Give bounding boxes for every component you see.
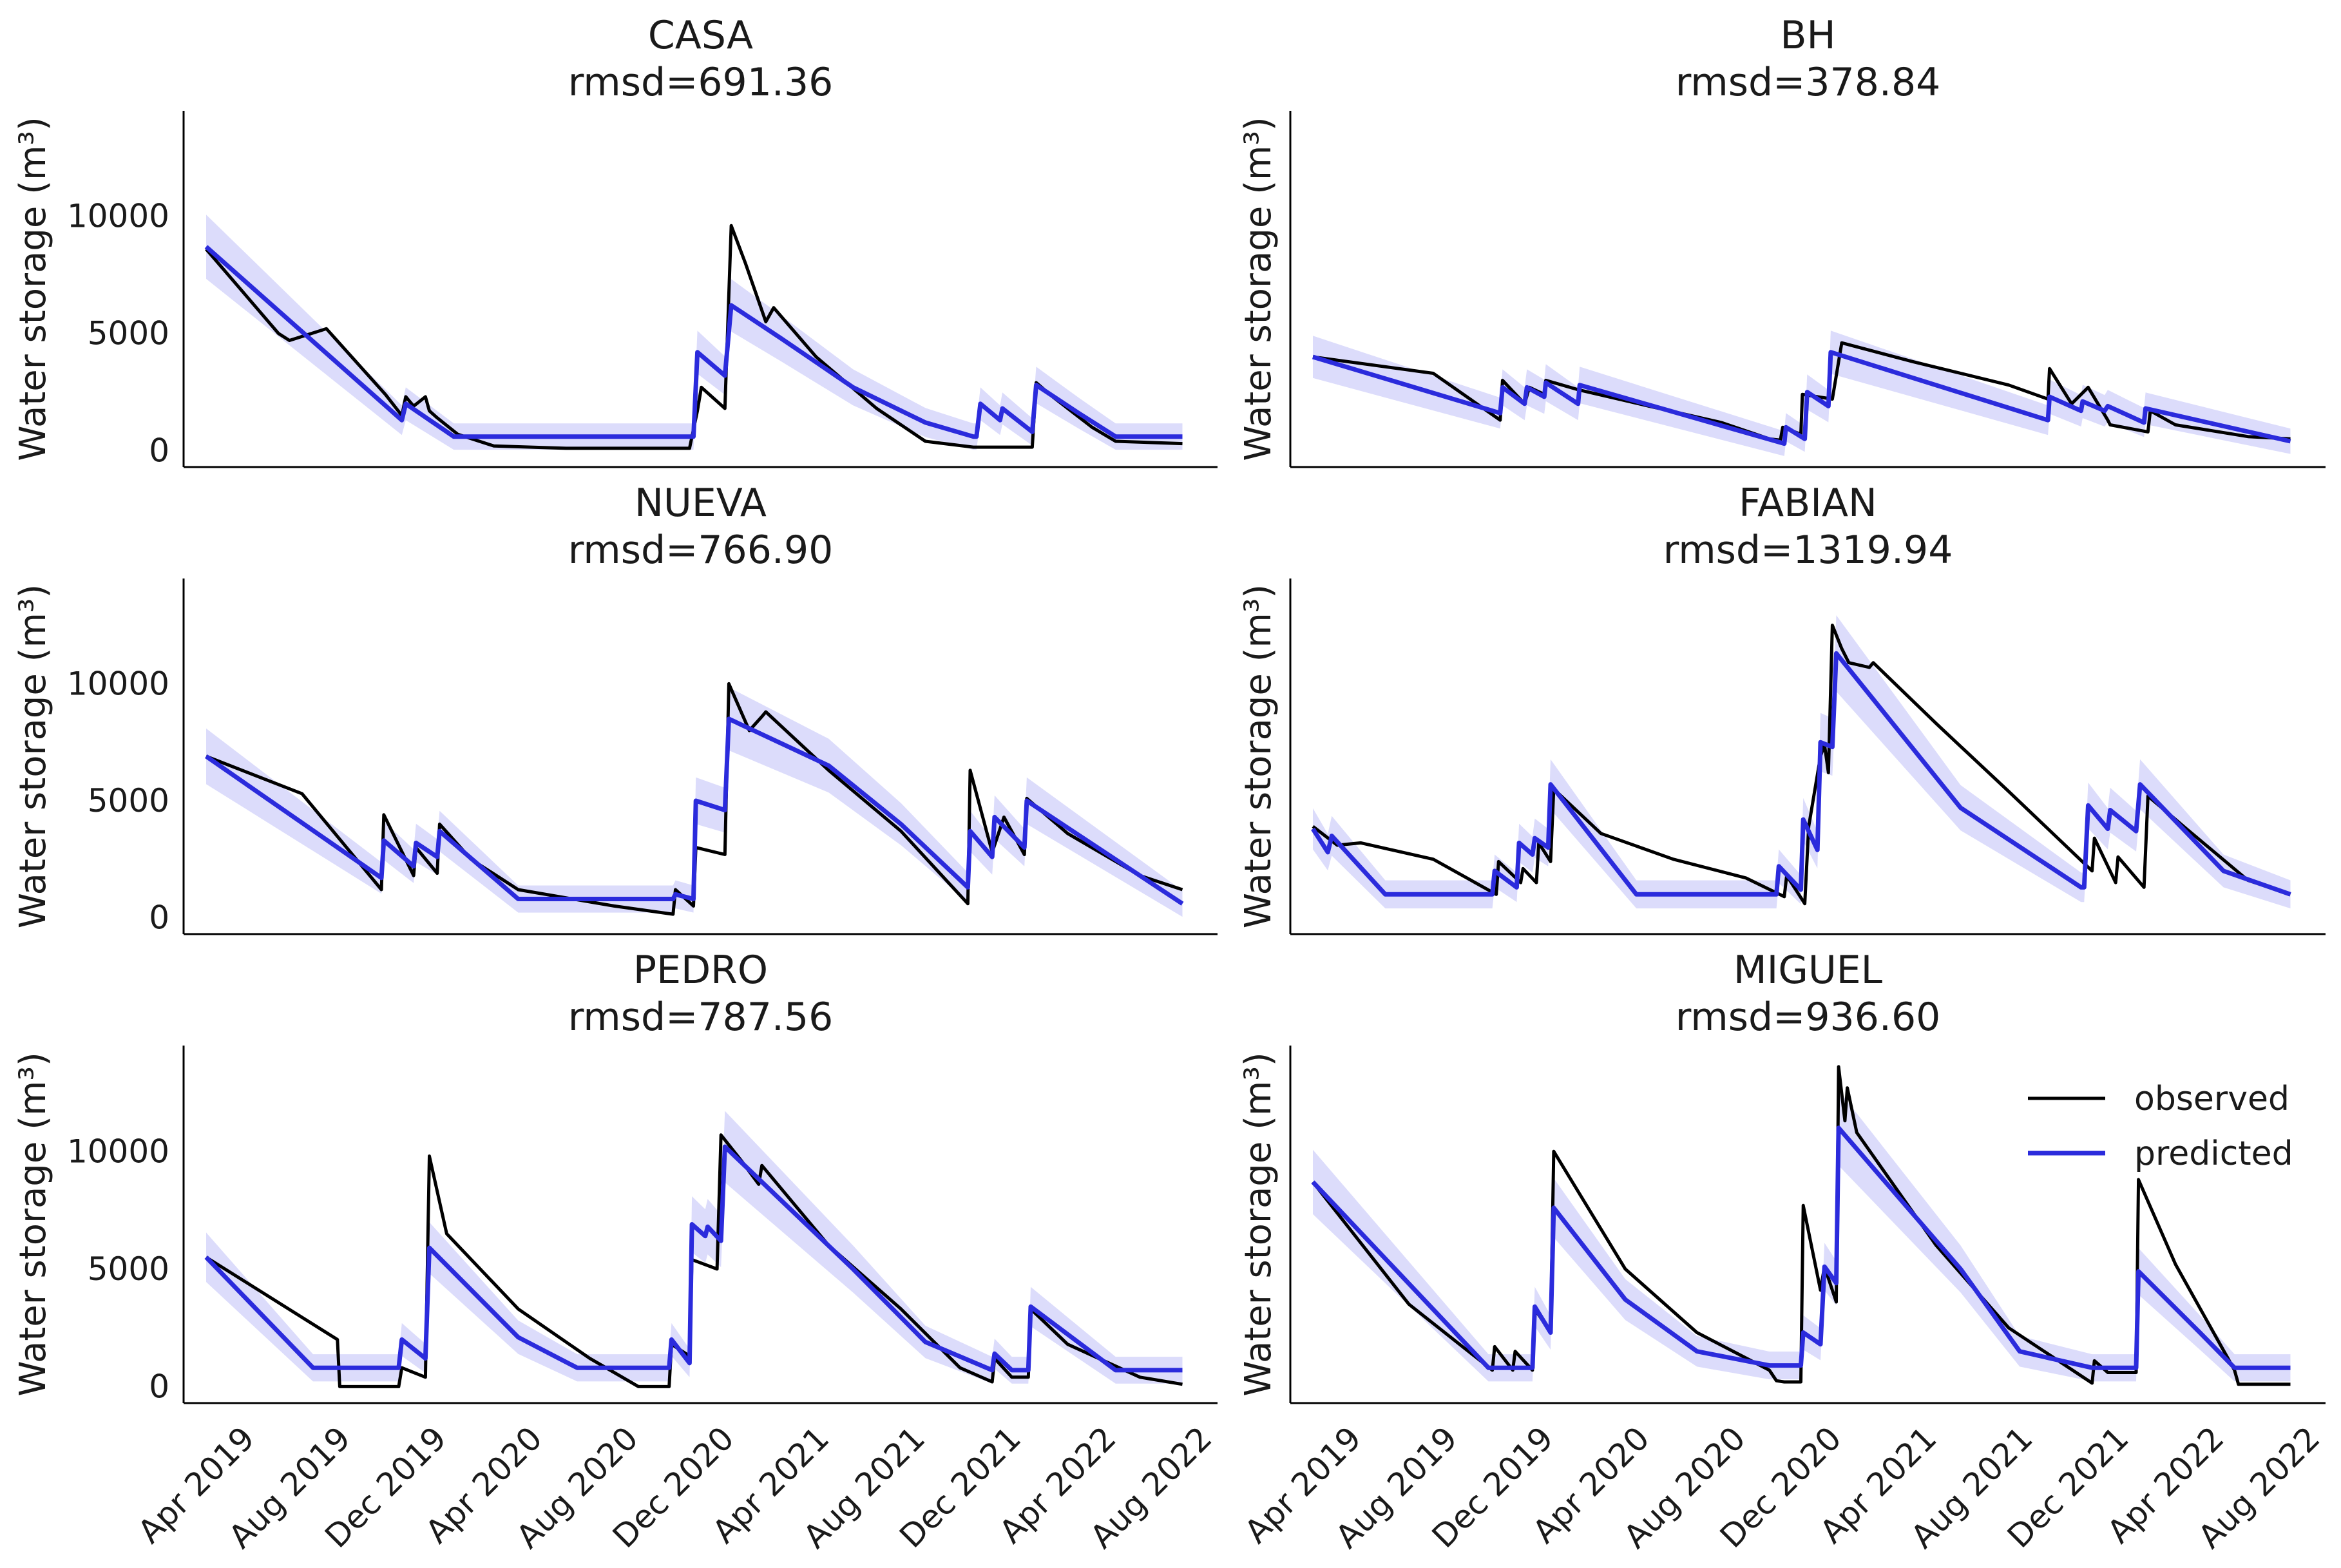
y-axis-label: Water storage (m³) [1237,1052,1279,1397]
predicted-line [204,1144,1183,1373]
y-tick-label: 5000 [88,1250,169,1288]
observed-line [1312,1065,2291,1386]
observed-line [205,224,1183,450]
predicted-line [204,245,1183,439]
predicted-line [1311,1125,2291,1370]
y-tick-label: 10000 [67,1133,169,1170]
y-axis-label: Water storage (m³) [12,117,54,461]
y-tick-label: 10000 [67,665,169,702]
y-axis-label: Water storage (m³) [1237,117,1279,461]
y-tick-label: 5000 [88,315,169,352]
predicted-line [1311,651,2291,897]
prediction-band [206,1111,1183,1384]
panel-subtitle: rmsd=766.90 [568,528,834,573]
panel-title: MIGUEL [1734,948,1883,993]
panel-title: CASA [648,13,753,58]
panel-title: PEDRO [633,948,768,993]
y-tick-label: 0 [149,432,169,470]
y-tick-label: 10000 [67,198,169,235]
panel-subtitle: rmsd=1319.94 [1663,528,1953,573]
y-axis-label: Water storage (m³) [12,584,54,929]
predicted-line [205,716,1184,906]
y-axis-label: Water storage (m³) [1237,584,1279,929]
predicted-line [1312,350,2291,446]
legend-label-observed: observed [2134,1080,2289,1118]
y-axis-label: Water storage (m³) [12,1052,54,1397]
panel-title: FABIAN [1739,481,1877,526]
observed-line [205,1133,1183,1388]
panel-subtitle: rmsd=787.56 [568,995,834,1040]
prediction-band [1313,330,2291,456]
panel-title: NUEVA [635,481,767,526]
y-tick-label: 5000 [88,782,169,819]
panel-subtitle: rmsd=378.84 [1676,60,1941,105]
y-tick-label: 0 [149,899,169,937]
panel-title: BH [1780,13,1835,58]
legend: observed predicted [2028,1080,2293,1173]
prediction-band [206,215,1183,450]
legend-label-predicted: predicted [2134,1134,2293,1173]
y-tick-label: 0 [149,1368,169,1405]
panel-subtitle: rmsd=936.60 [1676,995,1941,1040]
observed-line [1312,624,2291,906]
panel-subtitle: rmsd=691.36 [568,60,834,105]
